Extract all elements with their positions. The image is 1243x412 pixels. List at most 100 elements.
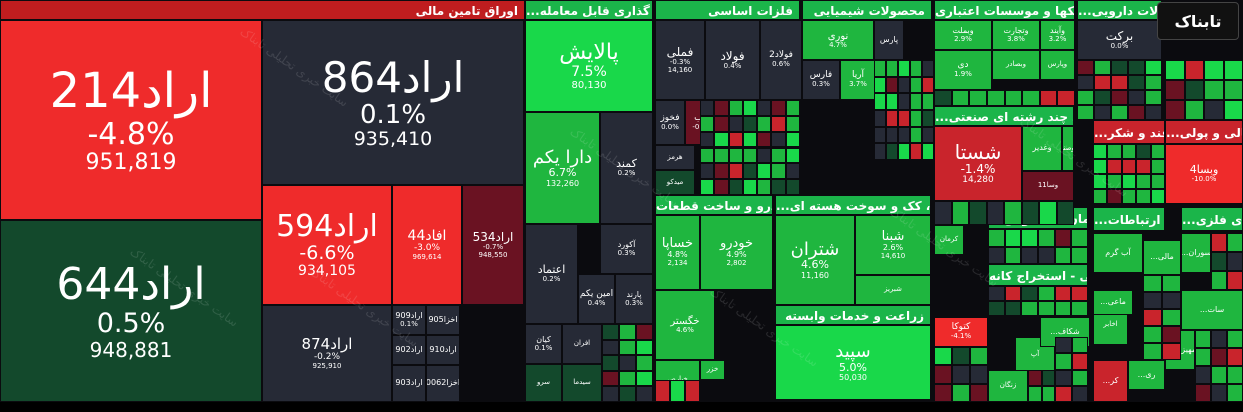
stock-tile-small[interactable] xyxy=(619,370,636,387)
stock-tile-small[interactable] xyxy=(636,324,653,340)
stock-tile-small[interactable] xyxy=(757,115,772,132)
stock-tile-small[interactable] xyxy=(970,383,988,402)
stock-tile-small[interactable] xyxy=(1136,174,1151,189)
stock-tile-small[interactable] xyxy=(1143,292,1162,309)
stock-tile-small[interactable] xyxy=(771,100,786,116)
stock-tile-small[interactable] xyxy=(886,126,898,144)
stock-tile-small[interactable] xyxy=(1038,286,1055,301)
stock-tile-small[interactable] xyxy=(1038,229,1055,247)
stock-tile-small[interactable] xyxy=(700,131,715,148)
stock-tile-small[interactable] xyxy=(636,370,653,387)
stock-tile-small[interactable] xyxy=(1071,369,1088,386)
stock-tile-small[interactable] xyxy=(742,147,758,164)
stock-tile-small[interactable] xyxy=(1165,80,1185,100)
stock-tile-small[interactable] xyxy=(1143,275,1162,292)
stock-tile-small[interactable] xyxy=(969,90,987,106)
stock-tile-small[interactable] xyxy=(619,339,636,356)
stock-tile[interactable]: آکورد 0.3% xyxy=(600,224,653,274)
stock-tile-small[interactable] xyxy=(1004,201,1022,225)
stock-tile-small[interactable] xyxy=(922,143,934,160)
stock-tile[interactable]: ...ری xyxy=(1128,360,1165,390)
stock-tile-small[interactable] xyxy=(1021,246,1038,264)
stock-tile-small[interactable] xyxy=(922,110,934,127)
stock-tile-small[interactable] xyxy=(1077,75,1094,90)
stock-tile[interactable]: شستا -1.4% 14,280 xyxy=(934,126,1022,201)
stock-tile-small[interactable] xyxy=(1071,286,1088,301)
sector-header[interactable]: ...مالی و پولی xyxy=(1165,120,1243,144)
stock-tile[interactable]: زنگان xyxy=(988,370,1028,402)
stock-tile[interactable]: اراد534 -0.7% 948,550 xyxy=(462,185,524,305)
stock-tile-small[interactable] xyxy=(1094,75,1111,90)
stock-tile-small[interactable] xyxy=(1055,369,1072,386)
stock-tile[interactable]: سرو xyxy=(525,364,562,402)
stock-tile-small[interactable] xyxy=(636,339,653,356)
stock-tile-small[interactable] xyxy=(742,163,758,180)
stock-tile-small[interactable] xyxy=(1039,90,1058,106)
stock-tile[interactable]: سپید 5.0% 50,030 xyxy=(775,325,931,400)
stock-tile-small[interactable] xyxy=(1093,159,1108,174)
stock-tile[interactable]: اراد644 0.5% 948,881 xyxy=(0,220,262,402)
stock-tile[interactable]: دی 1.9% xyxy=(934,50,992,90)
stock-tile-small[interactable] xyxy=(771,163,786,180)
stock-tile[interactable]: خزر xyxy=(700,360,725,380)
stock-tile-small[interactable] xyxy=(1004,90,1023,106)
stock-tile-small[interactable] xyxy=(1211,271,1227,290)
stock-tile[interactable]: کیان 0.1% xyxy=(525,324,562,364)
stock-tile-small[interactable] xyxy=(922,60,934,77)
stock-tile-small[interactable] xyxy=(1128,75,1145,90)
stock-tile-small[interactable] xyxy=(685,380,700,402)
stock-tile-small[interactable] xyxy=(1071,246,1088,264)
stock-tile[interactable]: فملی -0.3% 14,160 xyxy=(655,20,705,100)
stock-tile-small[interactable] xyxy=(988,301,1005,316)
stock-tile-small[interactable] xyxy=(910,126,922,144)
stock-tile-small[interactable] xyxy=(742,179,758,195)
stock-tile-small[interactable] xyxy=(1021,229,1038,247)
stock-tile[interactable]: فخوز 0.0% xyxy=(655,100,685,145)
stock-tile-small[interactable] xyxy=(1162,326,1181,343)
stock-tile-small[interactable] xyxy=(1223,80,1243,100)
stock-tile-small[interactable] xyxy=(1077,90,1094,105)
stock-tile-small[interactable] xyxy=(952,347,970,366)
stock-tile-small[interactable] xyxy=(952,365,970,384)
stock-tile[interactable]: اخزا0062 xyxy=(426,365,460,402)
stock-tile-small[interactable] xyxy=(619,386,636,402)
stock-tile-small[interactable] xyxy=(1056,201,1074,225)
stock-tile-small[interactable] xyxy=(1211,366,1227,384)
stock-tile[interactable]: فولاد 0.4% xyxy=(705,20,760,100)
stock-tile-small[interactable] xyxy=(728,115,743,132)
stock-tile-small[interactable] xyxy=(771,179,786,195)
stock-tile-small[interactable] xyxy=(771,147,786,164)
stock-tile[interactable]: افاد44 -3.0% 969,614 xyxy=(392,185,462,305)
stock-tile-small[interactable] xyxy=(1227,330,1243,348)
stock-tile-small[interactable] xyxy=(1143,343,1162,360)
stock-tile[interactable]: خساپا 4.8% 2,134 xyxy=(655,215,700,290)
stock-tile-small[interactable] xyxy=(1195,330,1211,348)
stock-tile-small[interactable] xyxy=(934,383,952,402)
stock-tile-small[interactable] xyxy=(1057,90,1075,106)
stock-tile-small[interactable] xyxy=(1150,189,1165,204)
stock-tile-small[interactable] xyxy=(655,380,670,402)
stock-tile[interactable]: فارس 0.3% xyxy=(802,60,840,100)
stock-tile[interactable]: ...سات xyxy=(1181,290,1243,330)
stock-tile[interactable]: وغدیر xyxy=(1022,126,1062,171)
stock-tile-small[interactable] xyxy=(1143,309,1162,326)
stock-tile-small[interactable] xyxy=(785,163,800,180)
stock-tile-small[interactable] xyxy=(934,201,952,225)
stock-tile-small[interactable] xyxy=(1071,229,1088,247)
stock-tile-small[interactable] xyxy=(898,126,910,144)
stock-tile-small[interactable] xyxy=(785,115,800,132)
stock-tile[interactable]: میدکو xyxy=(655,170,695,195)
stock-tile[interactable]: وتجارت 3.8% xyxy=(992,20,1040,50)
stock-tile-small[interactable] xyxy=(934,365,952,384)
sector-header[interactable]: ...ری و ارتباطات xyxy=(1093,207,1165,231)
stock-tile-small[interactable] xyxy=(728,179,743,195)
sector-header[interactable]: زراعت و خدمات وابسته xyxy=(775,305,931,325)
stock-tile-small[interactable] xyxy=(1054,301,1072,316)
stock-tile[interactable]: اعتماد 0.2% xyxy=(525,224,578,324)
stock-tile-small[interactable] xyxy=(898,110,910,127)
stock-tile-small[interactable] xyxy=(970,347,988,366)
stock-tile-small[interactable] xyxy=(1004,286,1022,301)
stock-tile[interactable]: اخزا905 xyxy=(426,305,460,335)
stock-tile-small[interactable] xyxy=(728,147,743,164)
stock-tile-small[interactable] xyxy=(1121,159,1137,174)
